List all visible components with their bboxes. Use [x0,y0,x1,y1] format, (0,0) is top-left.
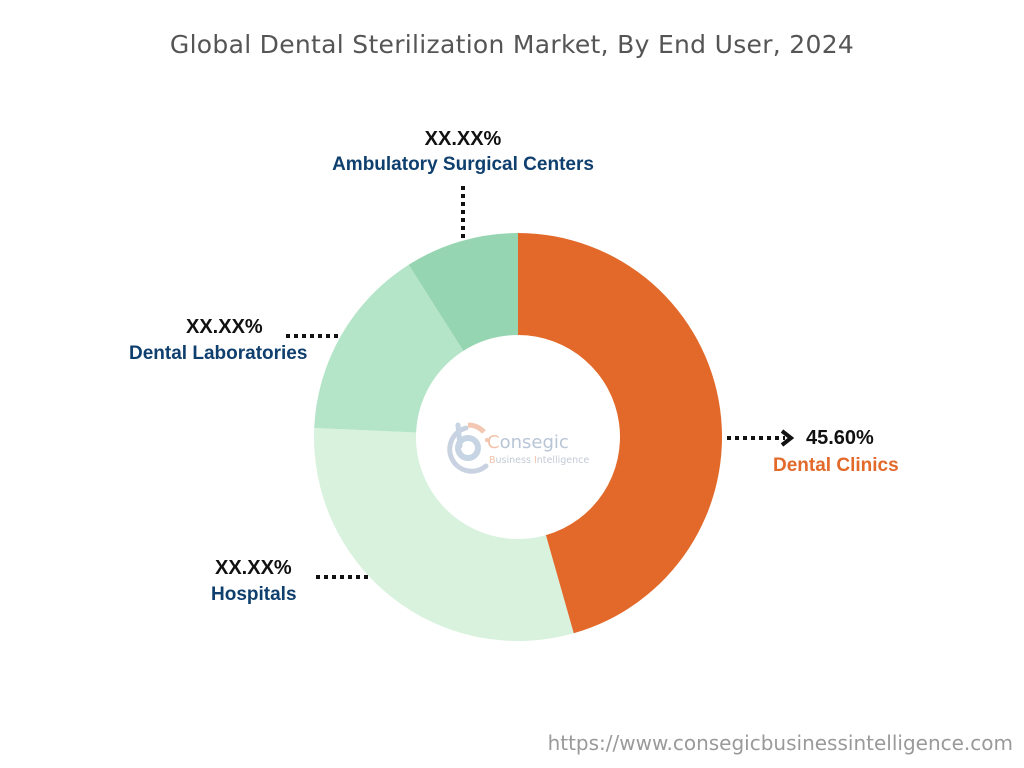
dental-laboratories-pct: XX.XX% [186,316,263,338]
dental-clinics-name: Dental Clinics [773,455,899,476]
dental-laboratories-name: Dental Laboratories [129,343,308,364]
slice-ambulatory-surgical-centers [408,233,518,351]
watermark-brand: Consegic [487,432,569,453]
footer-url: https://www.consegicbusinessintelligence… [547,731,1013,755]
hospitals-name: Hospitals [211,584,297,605]
dental-laboratories-name-wrap: Dental Laboratories [129,343,307,365]
dental-clinics-leader [727,429,795,447]
slice-dental-clinics [518,233,722,634]
dental-clinics-label: 45.60% [806,427,874,450]
hospitals-name-wrap: Hospitals [211,584,297,606]
slice-hospitals [314,428,574,642]
ambulatory-name: Ambulatory Surgical Centers [332,154,594,175]
ambulatory-pct: XX.XX% [424,128,502,150]
hospitals-pct: XX.XX% [215,557,292,579]
watermark-tagline: Business Intelligence [489,455,590,466]
donut-slices [314,233,722,642]
dental-clinics-pct: 45.60% [806,427,874,449]
ambulatory-label: XX.XX% Ambulatory Surgical Centers [0,128,926,176]
slice-dental-laboratories [314,264,464,433]
dental-laboratories-pct-wrap: XX.XX% [186,316,263,339]
dental-clinics-name-wrap: Dental Clinics [773,455,899,477]
hospitals-pct-wrap: XX.XX% [215,557,292,580]
consegic-logo-icon [447,422,490,474]
chart-title: Global Dental Sterilization Market, By E… [169,30,855,59]
